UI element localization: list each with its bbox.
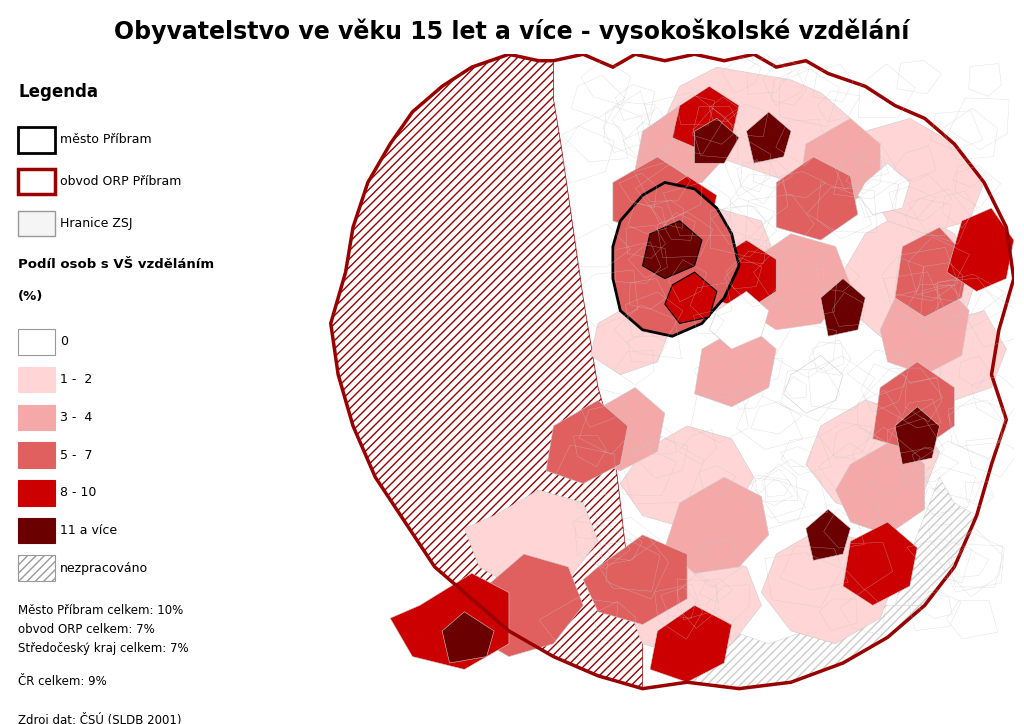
Polygon shape — [643, 221, 702, 279]
Text: město Příbram: město Příbram — [59, 133, 152, 146]
Polygon shape — [694, 324, 776, 407]
Polygon shape — [746, 112, 791, 163]
Polygon shape — [621, 426, 754, 529]
Polygon shape — [546, 400, 628, 484]
Polygon shape — [584, 387, 665, 471]
Polygon shape — [331, 54, 643, 689]
Polygon shape — [650, 605, 731, 682]
Polygon shape — [672, 86, 739, 151]
Text: 5 -  7: 5 - 7 — [59, 448, 92, 461]
Polygon shape — [665, 67, 865, 195]
Text: 1 -  2: 1 - 2 — [59, 373, 92, 386]
Polygon shape — [947, 208, 1014, 291]
Bar — [18, 518, 54, 543]
Text: Zdroj dat: ČSÚ (SLDB 2001): Zdroj dat: ČSÚ (SLDB 2001) — [18, 712, 181, 724]
Polygon shape — [821, 279, 865, 336]
Text: ČR celkem: 9%: ČR celkem: 9% — [18, 675, 106, 688]
Polygon shape — [628, 554, 762, 657]
Text: Obyvatelstvo ve věku 15 let a více - vysokoškolské vzdělání: Obyvatelstvo ve věku 15 let a více - vys… — [115, 18, 909, 43]
Polygon shape — [843, 208, 977, 349]
Polygon shape — [710, 240, 776, 311]
Polygon shape — [783, 355, 843, 413]
Text: Podíl osob s VŠ vzděláním: Podíl osob s VŠ vzděláním — [18, 258, 214, 271]
Polygon shape — [584, 535, 687, 625]
Polygon shape — [612, 157, 687, 234]
Text: 0: 0 — [59, 335, 68, 348]
Polygon shape — [880, 279, 969, 375]
Text: Hranice ZSJ: Hranice ZSJ — [59, 217, 132, 230]
Text: 3 -  4: 3 - 4 — [59, 411, 92, 424]
Polygon shape — [650, 176, 717, 240]
Polygon shape — [746, 234, 850, 330]
Bar — [18, 555, 54, 581]
Polygon shape — [694, 118, 739, 163]
Polygon shape — [657, 208, 776, 311]
Polygon shape — [591, 298, 672, 375]
Polygon shape — [762, 529, 895, 644]
Polygon shape — [843, 522, 918, 605]
Polygon shape — [390, 573, 509, 670]
Polygon shape — [865, 118, 984, 234]
Polygon shape — [858, 163, 909, 214]
Text: Legenda: Legenda — [18, 83, 98, 101]
Polygon shape — [465, 490, 598, 592]
Text: obvod ORP Příbram: obvod ORP Příbram — [59, 175, 181, 188]
Polygon shape — [465, 554, 584, 657]
Bar — [18, 211, 54, 236]
Polygon shape — [895, 477, 977, 605]
Polygon shape — [836, 439, 925, 535]
Polygon shape — [710, 291, 769, 349]
Text: nezpracováno: nezpracováno — [59, 562, 148, 575]
Polygon shape — [872, 362, 954, 452]
Bar — [18, 127, 54, 153]
Bar — [18, 405, 54, 430]
Polygon shape — [776, 157, 858, 240]
Bar — [18, 480, 54, 505]
Polygon shape — [925, 311, 1007, 400]
Text: Město Příbram celkem: 10%
obvod ORP celkem: 7%
Středočeský kraj celkem: 7%: Město Příbram celkem: 10% obvod ORP celk… — [18, 604, 188, 654]
Polygon shape — [635, 106, 731, 189]
Bar — [18, 169, 54, 195]
Text: (%): (%) — [18, 290, 43, 303]
Polygon shape — [687, 605, 925, 689]
Polygon shape — [895, 227, 969, 317]
Polygon shape — [895, 407, 940, 464]
Text: 8 - 10: 8 - 10 — [59, 487, 96, 500]
Text: 11 a více: 11 a více — [59, 524, 117, 537]
Polygon shape — [806, 509, 850, 560]
Polygon shape — [442, 612, 494, 663]
Polygon shape — [799, 118, 880, 208]
Polygon shape — [672, 227, 731, 285]
Polygon shape — [665, 477, 769, 573]
Bar — [18, 367, 54, 392]
Polygon shape — [806, 400, 940, 515]
Polygon shape — [665, 272, 717, 324]
Bar — [18, 329, 54, 355]
Bar — [18, 442, 54, 468]
Polygon shape — [612, 182, 739, 336]
